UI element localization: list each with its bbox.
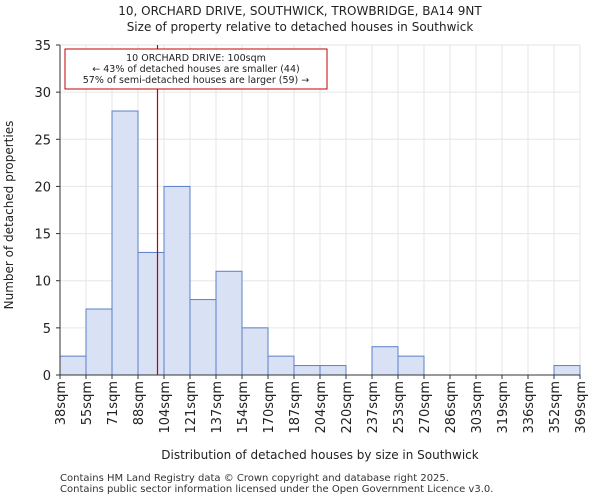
x-tick-label: 253sqm	[392, 381, 407, 434]
annotation-line-1: 10 ORCHARD DRIVE: 100sqm	[126, 53, 266, 64]
y-axis-label: Number of detached properties	[2, 121, 16, 310]
x-tick-label: 104sqm	[158, 381, 173, 434]
bar	[163, 185, 191, 376]
bar	[319, 365, 347, 376]
x-tick-label: 170sqm	[262, 381, 277, 434]
x-tick-label: 237sqm	[366, 381, 381, 434]
y-tick-label: 15	[34, 228, 51, 243]
bar	[371, 346, 399, 376]
bar	[189, 299, 217, 376]
annotation-line-2: ← 43% of detached houses are smaller (44…	[92, 64, 299, 75]
x-tick-label: 38sqm	[54, 381, 69, 425]
bar	[59, 355, 87, 376]
bar	[241, 327, 269, 376]
x-tick-label: 336sqm	[522, 381, 537, 434]
bar	[137, 251, 165, 376]
axes: 0 5 10 15 20 25 30 35 38sqm 55sqm 71sqm 88sqm 104sqm…	[34, 39, 589, 434]
y-tick-label: 35	[34, 39, 51, 54]
x-tick-label: 187sqm	[288, 381, 303, 434]
bar	[397, 355, 425, 376]
x-tick-label: 71sqm	[106, 381, 121, 425]
annotation-line-3: 57% of semi-detached houses are larger (…	[83, 75, 310, 86]
x-tick-label: 369sqm	[574, 381, 589, 434]
x-tick-label: 137sqm	[210, 381, 225, 434]
annotation-box: 10 ORCHARD DRIVE: 100sqm ← 43% of detach…	[64, 48, 328, 90]
footer-line-1: Contains HM Land Registry data © Crown c…	[60, 473, 449, 484]
y-tick-label: 0	[43, 369, 51, 384]
x-tick-label: 270sqm	[418, 381, 433, 434]
x-axis-label: Distribution of detached houses by size …	[161, 448, 479, 462]
bar	[85, 308, 113, 376]
y-tick-label: 10	[34, 275, 51, 290]
x-tick-label: 204sqm	[314, 381, 329, 434]
x-tick-label: 220sqm	[340, 381, 355, 434]
x-tick-label: 319sqm	[496, 381, 511, 434]
chart-subtitle: Size of property relative to detached ho…	[127, 20, 474, 34]
bar	[215, 270, 243, 376]
bar	[267, 355, 295, 376]
x-tick-label: 154sqm	[236, 381, 251, 434]
x-tick-label: 286sqm	[444, 381, 459, 434]
x-tick-label: 303sqm	[470, 381, 485, 434]
bar	[553, 365, 581, 376]
footer-line-2: Contains public sector information licen…	[60, 484, 494, 495]
chart-title: 10, ORCHARD DRIVE, SOUTHWICK, TROWBRIDGE…	[118, 4, 482, 18]
bar	[293, 365, 321, 376]
x-tick-label: 88sqm	[132, 381, 147, 425]
x-tick-label: 352sqm	[548, 381, 563, 434]
y-tick-label: 5	[43, 322, 51, 337]
y-tick-label: 25	[34, 133, 51, 148]
bar	[111, 110, 139, 376]
bars	[59, 110, 581, 376]
y-tick-label: 30	[34, 86, 51, 101]
y-tick-label: 20	[34, 180, 51, 195]
x-tick-label: 55sqm	[80, 381, 95, 425]
x-tick-label: 121sqm	[184, 381, 199, 434]
